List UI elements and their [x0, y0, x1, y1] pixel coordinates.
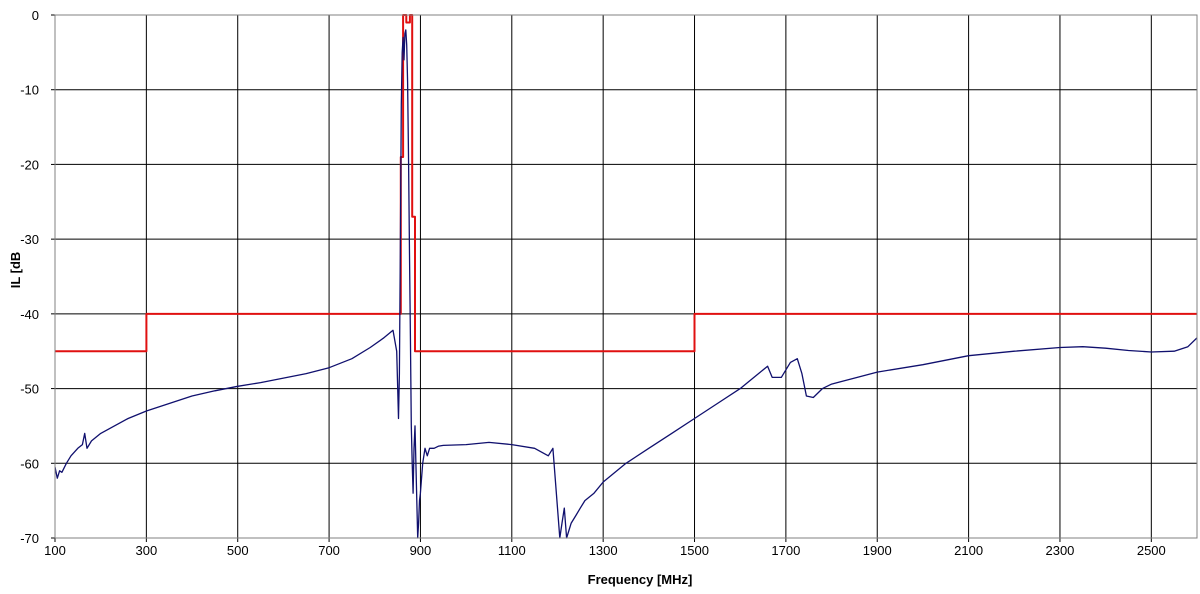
x-axis-title: Frequency [MHz]: [588, 572, 693, 587]
x-tick-label: 900: [410, 543, 432, 558]
x-tick-label: 2100: [954, 543, 983, 558]
x-tick-label: 1700: [771, 543, 800, 558]
y-tick-label: -30: [20, 232, 39, 247]
x-tick-label: 500: [227, 543, 249, 558]
x-tick-label: 1100: [498, 543, 526, 558]
series-layer: [55, 14, 1197, 539]
x-tick-label: 1500: [680, 543, 709, 558]
y-tick-label: -40: [20, 307, 39, 322]
y-tick-labels: 0 -10 -20 -30 -40 -50 -60 -70: [20, 8, 39, 546]
x-tick-label: 300: [136, 543, 158, 558]
y-tick-label: -70: [20, 531, 39, 546]
x-tick-labels: 100 300 500 700 900 1100 1300 1500 1700 1900 2100 2…: [44, 543, 1166, 558]
plot-area: [55, 15, 1197, 538]
limit-mask-line: [55, 14, 1197, 353]
x-tick-label: 1300: [589, 543, 618, 558]
y-tick-label: -10: [20, 83, 39, 98]
plot-border: [54, 14, 1198, 539]
x-tick-label: 700: [318, 543, 340, 558]
y-tick-label: -20: [20, 157, 39, 172]
y-axis-title: IL [dB: [8, 252, 23, 289]
y-tick-label: -50: [20, 382, 39, 397]
insertion-loss-line: [55, 29, 1197, 539]
y-tick-label: 0: [32, 8, 39, 23]
y-tick-label: -60: [20, 456, 39, 471]
x-tick-label: 100: [44, 543, 66, 558]
x-tick-label: 2500: [1137, 543, 1166, 558]
x-tick-label: 2300: [1045, 543, 1074, 558]
x-tick-label: 1900: [863, 543, 892, 558]
